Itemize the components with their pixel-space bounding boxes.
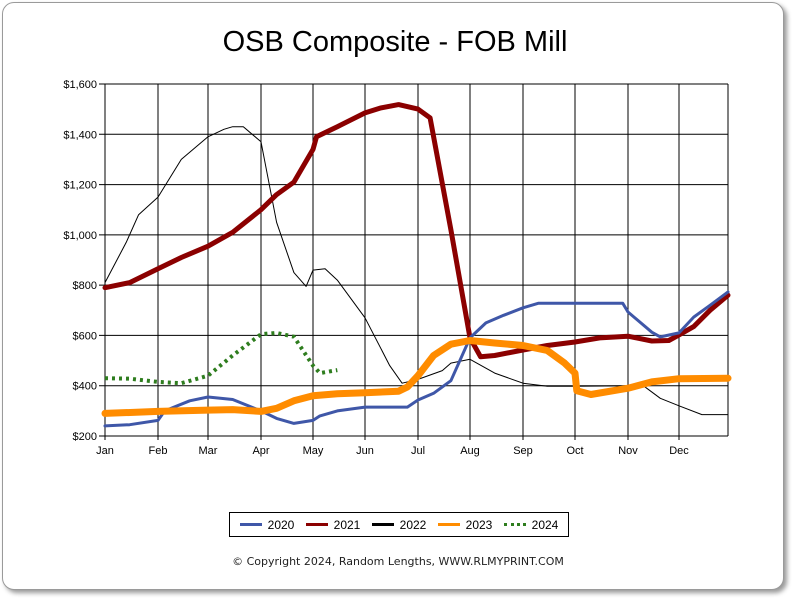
y-tick-label: $1,200 [63, 180, 97, 192]
legend-item-2023: 2023 [437, 517, 493, 532]
chart-frame [2, 2, 784, 590]
series-line-2024 [104, 330, 338, 386]
x-tick-label: Dec [669, 445, 689, 457]
x-tick-label: Aug [460, 445, 480, 457]
x-tick-label: Jul [411, 445, 425, 457]
x-tick-label: Mar [199, 445, 218, 457]
x-tick-label: Jun [356, 445, 374, 457]
legend-label: 2020 [267, 517, 295, 532]
x-tick-label: Sep [513, 445, 533, 457]
x-tick-label: Jan [96, 445, 114, 457]
y-tick-label: $400 [73, 381, 97, 393]
y-tick-label: $1,600 [63, 79, 97, 91]
copyright-text: © Copyright 2024, Random Lengths, WWW.RL… [232, 555, 564, 568]
legend-item-2022: 2022 [371, 517, 427, 532]
legend-item-2020: 2020 [239, 517, 295, 532]
x-tick-label: Oct [566, 445, 583, 457]
legend-label: 2024 [531, 517, 559, 532]
legend-swatch [305, 523, 328, 526]
x-tick-label: May [303, 445, 324, 457]
legend: 2020 2021 2022 2023 2024 [229, 512, 569, 537]
legend-label: 2023 [465, 517, 493, 532]
legend-item-2024: 2024 [503, 517, 559, 532]
x-tick-label: Feb [149, 445, 168, 457]
x-tick-label: Nov [618, 445, 638, 457]
y-tick-label: $800 [73, 280, 97, 292]
y-tick-label: $1,000 [63, 230, 97, 242]
legend-label: 2021 [333, 517, 361, 532]
x-tick-label: Apr [252, 445, 269, 457]
series-line-2020 [103, 290, 730, 428]
series-line-2021 [102, 102, 731, 360]
legend-swatch [371, 523, 394, 526]
legend-label: 2022 [399, 517, 427, 532]
series-line-2022 [104, 126, 729, 416]
chart-title: OSB Composite - FOB Mill [222, 26, 568, 58]
legend-swatch [503, 523, 526, 526]
y-tick-label: $600 [73, 330, 97, 342]
series-line-2023 [101, 337, 732, 417]
legend-swatch [437, 523, 460, 526]
y-tick-label: $1,400 [63, 129, 97, 141]
y-tick-label: $200 [73, 431, 97, 443]
legend-swatch [239, 523, 262, 526]
legend-item-2021: 2021 [305, 517, 361, 532]
